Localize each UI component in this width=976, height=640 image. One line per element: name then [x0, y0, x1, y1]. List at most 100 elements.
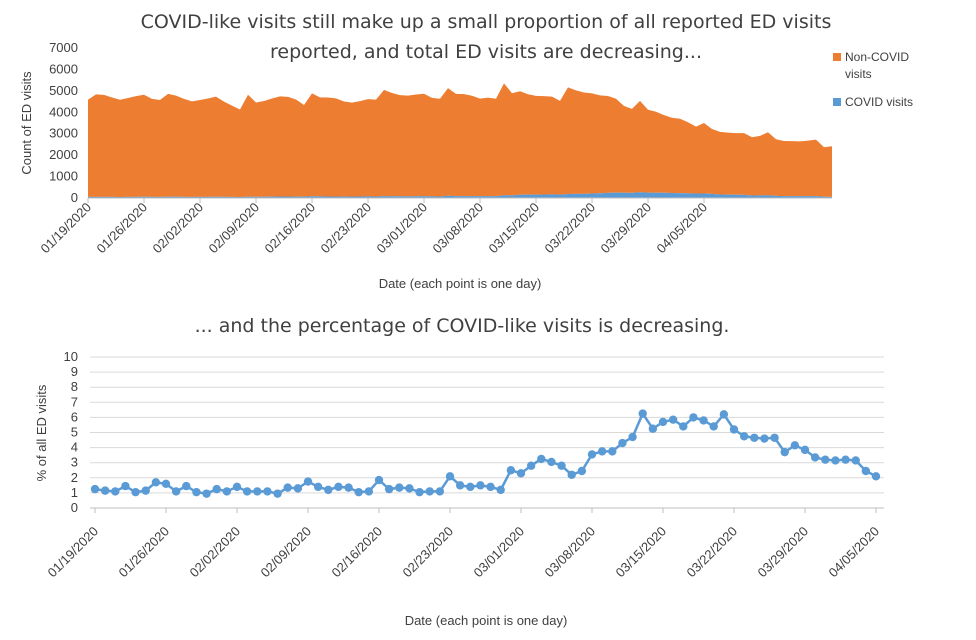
chart1-x-tick-label: 03/22/2020 [541, 200, 598, 257]
data-point [861, 466, 871, 476]
chart2-y-tick-label: 3 [71, 455, 78, 470]
chart1-y-tick-label: 6000 [49, 61, 78, 76]
data-point [719, 410, 729, 419]
chart1-x-tick-label: 02/16/2020 [261, 200, 318, 257]
series-area-covid [88, 192, 832, 198]
data-point [770, 433, 779, 442]
data-point [263, 487, 272, 496]
data-point [344, 483, 353, 492]
data-point [780, 447, 789, 457]
data-point [851, 456, 860, 465]
chart2-y-tick-label: 5 [71, 425, 78, 440]
chart1-y-tick-label: 5000 [49, 83, 78, 98]
data-point [395, 483, 404, 492]
chart2-y-tick-label: 8 [71, 379, 78, 394]
data-point [577, 466, 587, 476]
chart1-x-tick-label: 03/08/2020 [429, 200, 486, 257]
data-point [425, 487, 434, 496]
legend-label-non-covid-line2: visits [845, 67, 872, 81]
data-point [171, 487, 181, 496]
data-point [455, 481, 465, 490]
chart1-x-tick-label: 01/19/2020 [37, 200, 94, 257]
chart2-x-tick-label: 03/15/2020 [612, 524, 669, 581]
chart2-x-tick-label: 04/05/2020 [825, 524, 882, 581]
data-point [466, 482, 475, 492]
chart2-y-axis-label: % of all ED visits [34, 384, 49, 481]
chart2-x-tick-label: 01/26/2020 [115, 524, 172, 581]
chart2-x-tick-label: 03/01/2020 [470, 524, 527, 581]
chart1-title-line2: reported, and total ED visits are decrea… [270, 41, 702, 63]
data-point [689, 413, 698, 422]
chart2-y-tick-label: 1 [71, 485, 78, 500]
data-point [537, 454, 546, 464]
chart2-y-tick-label: 0 [71, 500, 78, 515]
data-point [415, 487, 424, 497]
chart2-x-tick-label: 03/08/2020 [541, 524, 598, 581]
chart2-x-axis-label: Date (each point is one day) [405, 613, 568, 628]
legend-swatch-non-covid [833, 53, 841, 61]
data-point [232, 482, 242, 492]
data-point [222, 487, 232, 496]
data-point [709, 422, 718, 431]
data-point [567, 470, 576, 479]
data-point [608, 447, 617, 456]
data-point [628, 432, 637, 442]
data-point [496, 485, 505, 495]
data-point [100, 486, 110, 495]
data-point [121, 481, 130, 491]
chart1-y-tick-label: 0 [71, 190, 78, 205]
chart1-x-tick-label: 03/15/2020 [485, 200, 542, 257]
chart2-x-tick-label: 01/19/2020 [44, 524, 101, 581]
chart1-x-tick-label: 03/01/2020 [373, 200, 430, 257]
data-point [821, 455, 830, 464]
chart1-title-line1: COVID-like visits still make up a small … [141, 11, 832, 33]
chart2-y-tick-label: 6 [71, 409, 78, 424]
chart2-x-tick-label: 02/23/2020 [399, 524, 456, 581]
chart2-y-tick-label: 10 [64, 349, 78, 364]
data-point [374, 475, 384, 485]
data-point [679, 422, 688, 431]
data-point [557, 461, 566, 470]
data-point [638, 409, 647, 418]
data-point [192, 487, 201, 497]
data-point [253, 487, 262, 496]
data-point [212, 484, 221, 494]
data-point [111, 487, 120, 496]
data-point [597, 447, 607, 456]
data-point [283, 483, 292, 492]
chart1-x-tick-label: 02/02/2020 [149, 200, 206, 257]
data-point [334, 482, 343, 492]
chart2-x-tick-label: 03/22/2020 [683, 524, 740, 581]
data-point [618, 438, 627, 448]
chart2-y-tick-label: 9 [71, 364, 78, 379]
data-point [151, 478, 161, 487]
data-point [161, 479, 171, 489]
data-point [354, 487, 363, 497]
data-point [324, 485, 333, 495]
data-point [587, 450, 597, 459]
chart1-y-axis-label: Count of ED visits [19, 71, 34, 175]
data-point [790, 441, 800, 450]
chart2-y-tick-label: 7 [71, 394, 78, 409]
legend-label-non-covid-line1: Non-COVID [845, 50, 909, 64]
data-point [841, 455, 850, 464]
chart1-y-tick-label: 7000 [49, 40, 78, 55]
data-point [486, 482, 495, 492]
chart2-x-tick-label: 02/02/2020 [186, 524, 243, 581]
chart1-y-tick-label: 1000 [49, 169, 78, 184]
chart2-x-tick-label: 03/29/2020 [754, 524, 811, 581]
chart1-y-tick-label: 4000 [49, 104, 78, 119]
series-area-non-covid [88, 83, 832, 197]
data-point [516, 469, 526, 478]
data-point [303, 477, 313, 486]
legend-swatch-covid [833, 98, 841, 106]
series-line-covid-percent [94, 412, 877, 495]
data-point [658, 417, 668, 427]
data-point [648, 424, 658, 433]
data-point [384, 484, 394, 494]
data-point [871, 472, 881, 481]
data-point [293, 484, 303, 493]
data-point [526, 461, 536, 470]
chart1-x-tick-label: 02/09/2020 [205, 200, 262, 257]
chart2-y-tick-label: 4 [71, 440, 78, 455]
